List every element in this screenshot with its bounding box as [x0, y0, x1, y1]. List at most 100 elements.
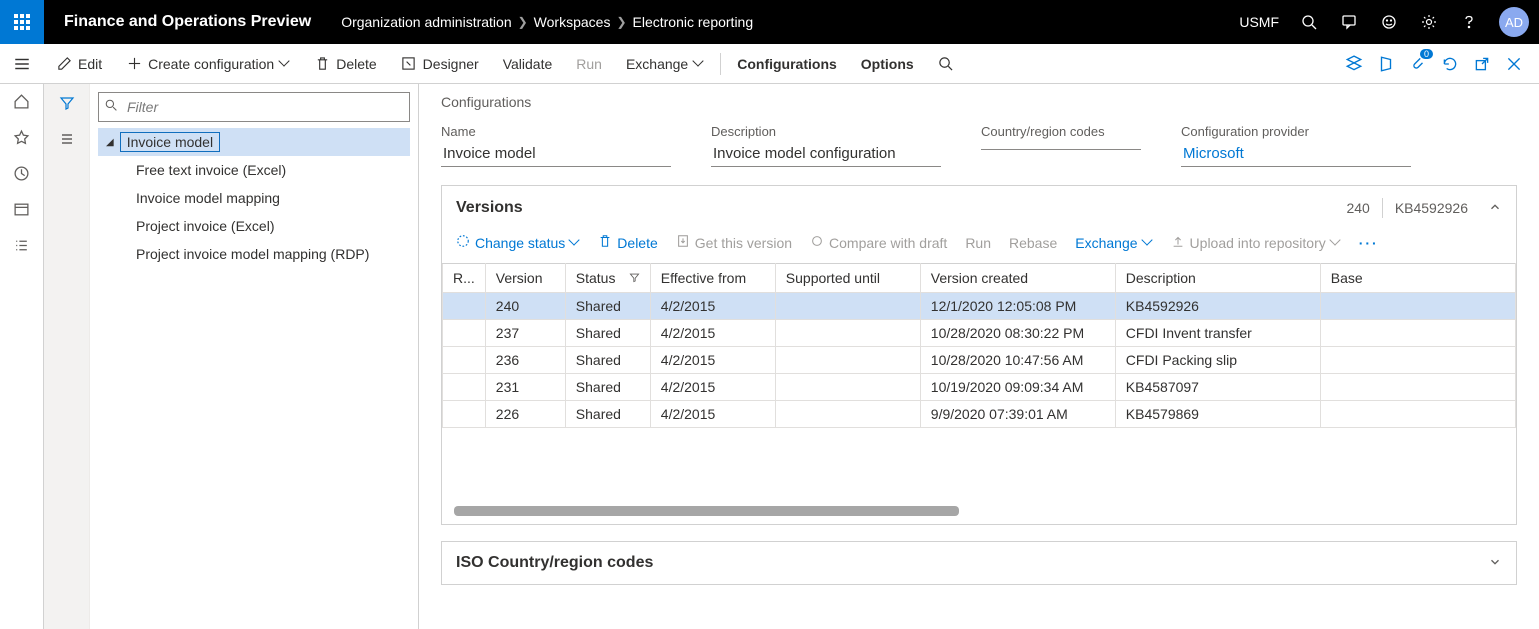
cell-description: CFDI Invent transfer [1115, 320, 1320, 347]
change-status-button[interactable]: Change status [456, 234, 580, 251]
workspace-icon[interactable] [13, 200, 31, 218]
home-icon[interactable] [13, 92, 31, 110]
designer-button[interactable]: Designer [389, 44, 491, 84]
version-delete-label: Delete [617, 235, 657, 251]
exchange-label: Exchange [626, 56, 688, 72]
col-effective[interactable]: Effective from [650, 264, 775, 293]
cell-created: 10/19/2020 09:09:34 AM [920, 374, 1115, 401]
cell-status: Shared [565, 374, 650, 401]
provider-value[interactable]: Microsoft [1181, 143, 1411, 167]
search-icon[interactable] [1299, 12, 1319, 32]
col-version[interactable]: Version [485, 264, 565, 293]
gear-icon[interactable] [1419, 12, 1439, 32]
cell-version: 226 [485, 401, 565, 428]
iso-title: ISO Country/region codes [456, 554, 653, 572]
star-icon[interactable] [13, 128, 31, 146]
hamburger-icon[interactable] [0, 44, 44, 84]
versions-summary: 240 KB4592926 [1346, 198, 1502, 218]
version-exchange-button[interactable]: Exchange [1075, 235, 1152, 251]
modules-icon[interactable] [13, 236, 31, 254]
recent-icon[interactable] [13, 164, 31, 182]
breadcrumb-item[interactable]: Organization administration [341, 14, 511, 30]
cell-effective: 4/2/2015 [650, 293, 775, 320]
chevron-right-icon: ❯ [518, 15, 528, 29]
tree-root-item[interactable]: ◢ Invoice model [98, 128, 410, 156]
help-icon[interactable] [1459, 12, 1479, 32]
trash-icon [314, 56, 330, 72]
action-bar: Edit Create configuration Delete Designe… [0, 44, 1539, 84]
chevron-down-icon [1488, 555, 1502, 572]
app-title: Finance and Operations Preview [44, 13, 331, 31]
table-row[interactable]: 226Shared4/2/20159/9/2020 07:39:01 AMKB4… [443, 401, 1516, 428]
col-created[interactable]: Version created [920, 264, 1115, 293]
col-status[interactable]: Status [565, 264, 650, 293]
chat-icon[interactable] [1339, 12, 1359, 32]
edit-button[interactable]: Edit [44, 44, 114, 84]
options-button[interactable]: Options [849, 44, 926, 84]
dynamics-icon[interactable] [1345, 55, 1363, 73]
description-field: Description Invoice model configuration [711, 124, 941, 167]
col-base[interactable]: Base [1320, 264, 1515, 293]
popout-icon[interactable] [1473, 55, 1491, 73]
chevron-up-icon[interactable] [1488, 200, 1502, 217]
cell-description: KB4592926 [1115, 293, 1320, 320]
cell-base [1320, 320, 1515, 347]
tree-panel: ◢ Invoice model Free text invoice (Excel… [44, 84, 419, 629]
download-icon [676, 234, 690, 251]
tree-child-item[interactable]: Free text invoice (Excel) [98, 156, 410, 184]
close-icon[interactable] [1505, 55, 1523, 73]
table-row[interactable]: 237Shared4/2/201510/28/2020 08:30:22 PMC… [443, 320, 1516, 347]
col-supported[interactable]: Supported until [775, 264, 920, 293]
tree-child-item[interactable]: Invoice model mapping [98, 184, 410, 212]
filter-input[interactable] [98, 92, 410, 122]
tree-child-item[interactable]: Project invoice model mapping (RDP) [98, 240, 410, 268]
tree-child-item[interactable]: Project invoice (Excel) [98, 212, 410, 240]
validate-button[interactable]: Validate [491, 44, 565, 84]
tree-sidebar [44, 84, 90, 629]
company-code[interactable]: USMF [1239, 14, 1279, 30]
horizontal-scrollbar[interactable] [454, 506, 959, 516]
funnel-icon[interactable] [58, 94, 76, 112]
version-delete-button[interactable]: Delete [598, 234, 657, 251]
breadcrumb-item[interactable]: Workspaces [534, 14, 611, 30]
name-value[interactable]: Invoice model [441, 143, 671, 167]
cell-r [443, 347, 486, 374]
plus-icon [126, 56, 142, 72]
table-row[interactable]: 231Shared4/2/201510/19/2020 09:09:34 AMK… [443, 374, 1516, 401]
cell-version: 240 [485, 293, 565, 320]
topbar: Finance and Operations Preview Organizat… [0, 0, 1539, 44]
compare-button: Compare with draft [810, 234, 947, 251]
description-value[interactable]: Invoice model configuration [711, 143, 941, 167]
attachments-icon[interactable]: 0 [1409, 55, 1427, 73]
refresh-icon[interactable] [1441, 55, 1459, 73]
version-run-label: Run [965, 235, 991, 251]
table-row[interactable]: 236Shared4/2/201510/28/2020 10:47:56 AMC… [443, 347, 1516, 374]
avatar[interactable]: AD [1499, 7, 1529, 37]
col-r[interactable]: R... [443, 264, 486, 293]
more-button[interactable]: ··· [1359, 235, 1379, 251]
name-label: Name [441, 124, 671, 139]
compare-icon [810, 234, 824, 251]
table-row[interactable]: 240Shared4/2/201512/1/2020 12:05:08 PMKB… [443, 293, 1516, 320]
list-icon[interactable] [58, 130, 76, 148]
versions-table: R... Version Status Effective from Suppo… [442, 263, 1516, 428]
search-filter-button[interactable] [926, 44, 966, 84]
breadcrumb-item[interactable]: Electronic reporting [633, 14, 754, 30]
configurations-button[interactable]: Configurations [725, 44, 849, 84]
chevron-down-icon [280, 59, 290, 69]
delete-button[interactable]: Delete [302, 44, 388, 84]
versions-title: Versions [456, 199, 523, 217]
details-fields: Name Invoice model Description Invoice m… [441, 124, 1517, 167]
summary-version: 240 [1346, 200, 1369, 216]
col-description[interactable]: Description [1115, 264, 1320, 293]
cell-supported [775, 293, 920, 320]
exchange-button[interactable]: Exchange [614, 44, 716, 84]
waffle-icon[interactable] [0, 0, 44, 44]
cell-created: 12/1/2020 12:05:08 PM [920, 293, 1115, 320]
versions-header: Versions 240 KB4592926 [442, 198, 1516, 228]
office-icon[interactable] [1377, 55, 1395, 73]
iso-panel[interactable]: ISO Country/region codes [441, 541, 1517, 585]
smiley-icon[interactable] [1379, 12, 1399, 32]
create-configuration-button[interactable]: Create configuration [114, 44, 302, 84]
country-value[interactable] [981, 143, 1141, 150]
